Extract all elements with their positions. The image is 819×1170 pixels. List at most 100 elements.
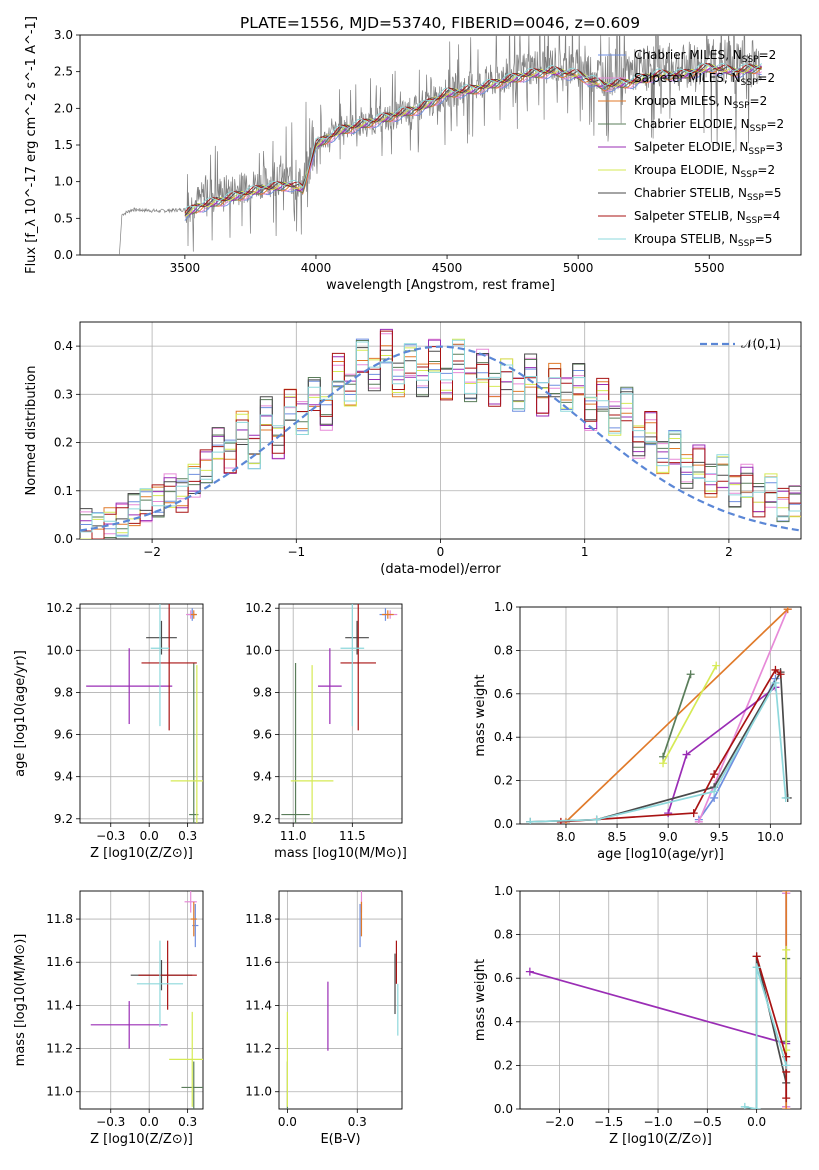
weight-marker bbox=[782, 945, 791, 954]
y-axis-label: mass weight bbox=[473, 959, 488, 1041]
weight-line bbox=[744, 967, 788, 1109]
panel-mass-vs-EBV: 0.0 0.3 11.0 11.2 11.4 11.6 11.8 E(B-V) bbox=[245, 890, 403, 1147]
weight-marker bbox=[556, 817, 565, 824]
weight-marker bbox=[771, 665, 780, 674]
y-tick-label: 0.0 bbox=[54, 532, 73, 546]
axes-frame bbox=[79, 603, 204, 824]
panel-mass-weight-vs-age: 8.0 8.5 9.0 9.5 10.0 0.0 0.2 0.4 0.6 0.8 1.0 age [l… bbox=[473, 600, 802, 862]
axes-frame bbox=[278, 890, 403, 1110]
legend-value: =4 bbox=[763, 209, 781, 223]
y-tick-label: 11.0 bbox=[245, 1085, 272, 1099]
panel-mass-weight-vs-Z: −2.0 −1.5 −1.0 −0.5 0.0 0.0 0.2 0.4 0.6 0.8 1.0 Z [… bbox=[473, 884, 802, 1147]
x-axis-label: Z [log10(Z/Z⊙)] bbox=[90, 846, 193, 861]
weight-marker bbox=[740, 1102, 749, 1109]
legend-value: =3 bbox=[765, 140, 783, 154]
weight-marker bbox=[689, 809, 698, 818]
errorbar-point bbox=[340, 604, 376, 731]
legend-subscript: SSP bbox=[741, 78, 758, 88]
weight-marker bbox=[752, 1105, 761, 1109]
x-tick-label: −1.0 bbox=[643, 1115, 672, 1129]
errorbar-point bbox=[184, 891, 197, 913]
y-tick-label: 9.6 bbox=[253, 728, 272, 742]
y-tick-label: 0.5 bbox=[54, 211, 73, 225]
weight-marker bbox=[694, 817, 703, 824]
y-tick-label: 0.0 bbox=[54, 248, 73, 262]
x-axis-label: Z [log10(Z/Z⊙)] bbox=[90, 1132, 193, 1147]
x-tick-label: 0.3 bbox=[178, 829, 197, 843]
y-tick-label: 11.6 bbox=[46, 955, 73, 969]
y-tick-label: 0.0 bbox=[494, 1102, 513, 1116]
weight-marker bbox=[752, 963, 761, 972]
y-axis-label: Flux [f_λ 10^-17 erg cm^-2 s^-1 A^-1] bbox=[24, 16, 39, 274]
y-tick-label: 11.2 bbox=[245, 1042, 272, 1056]
y-tick-label: 0.2 bbox=[494, 1058, 513, 1072]
errorbar-point bbox=[381, 610, 394, 619]
y-tick-label: 0.0 bbox=[494, 817, 513, 831]
errorbar-point bbox=[141, 604, 197, 731]
x-tick-label: −1.5 bbox=[594, 1115, 623, 1129]
y-tick-label: 9.4 bbox=[253, 770, 272, 784]
x-tick-label: 10.0 bbox=[757, 830, 784, 844]
y-axis-label: mass [log10(M/M⊙)] bbox=[13, 934, 28, 1067]
y-tick-label: 9.2 bbox=[253, 812, 272, 826]
y-tick-label: 11.0 bbox=[46, 1085, 73, 1099]
plot-area bbox=[90, 891, 203, 1109]
plot-area bbox=[526, 607, 792, 824]
weight-marker bbox=[526, 817, 535, 824]
legend-label: Chabrier STELIB, NSSP=5 bbox=[634, 186, 782, 203]
x-tick-label: −0.5 bbox=[693, 1115, 722, 1129]
weight-marker bbox=[752, 952, 761, 961]
errorbar-point bbox=[138, 940, 197, 1010]
legend-subscript: SSP bbox=[733, 101, 750, 111]
x-tick-label: 8.0 bbox=[556, 830, 575, 844]
x-axis-label: wavelength [Angstrom, rest frame] bbox=[326, 278, 555, 293]
legend-label: 𝒩(0,1) bbox=[741, 337, 781, 351]
plot-area bbox=[525, 891, 791, 1109]
axes-frame bbox=[79, 34, 802, 256]
y-tick-label: 1.0 bbox=[494, 884, 513, 898]
errorbar-point bbox=[136, 940, 184, 1027]
x-axis-label: Z [log10(Z/Z⊙)] bbox=[609, 1132, 712, 1147]
y-tick-label: 9.8 bbox=[253, 685, 272, 699]
y-tick-label: 0.4 bbox=[494, 1015, 513, 1029]
y-tick-label: 3.0 bbox=[54, 28, 73, 42]
errorbar-point bbox=[340, 604, 365, 727]
x-tick-label: −0.3 bbox=[96, 1115, 125, 1129]
errorbar-point bbox=[150, 604, 170, 727]
y-tick-label: 0.8 bbox=[494, 928, 513, 942]
plot-area bbox=[80, 328, 801, 539]
errorbar-point bbox=[169, 1011, 203, 1107]
y-tick-label: 0.4 bbox=[54, 339, 73, 353]
x-tick-label: 0.0 bbox=[140, 1115, 159, 1129]
errorbar-point bbox=[181, 1061, 203, 1109]
weight-marker bbox=[782, 1061, 791, 1070]
plot-area bbox=[281, 604, 398, 823]
x-tick-label: −2 bbox=[143, 545, 161, 559]
y-tick-label: 0.8 bbox=[494, 643, 513, 657]
model-spectrum-line bbox=[184, 65, 762, 215]
y-tick-label: 9.8 bbox=[54, 685, 73, 699]
legend-value: =2 bbox=[759, 48, 777, 62]
x-tick-label: −0.3 bbox=[96, 829, 125, 843]
histogram-step bbox=[80, 339, 801, 538]
weight-marker bbox=[682, 750, 691, 759]
weight-marker bbox=[781, 793, 790, 802]
y-tick-label: 10.0 bbox=[245, 643, 272, 657]
x-tick-label: 3500 bbox=[170, 261, 201, 275]
errorbar-point bbox=[90, 1001, 168, 1049]
legend-value: =2 bbox=[757, 71, 775, 85]
y-tick-label: 0.4 bbox=[494, 730, 513, 744]
legend-label: Chabrier MILES, NSSP=2 bbox=[634, 48, 776, 65]
x-tick-label: −1 bbox=[287, 545, 305, 559]
x-tick-label: 4500 bbox=[432, 261, 463, 275]
weight-line bbox=[662, 674, 692, 757]
plot-area bbox=[286, 891, 399, 1109]
legend-subscript: SSP bbox=[747, 193, 764, 203]
x-axis-label: mass [log10(M/M⊙)] bbox=[274, 846, 407, 861]
legend-value: =5 bbox=[764, 186, 782, 200]
legend-subscript: SSP bbox=[738, 239, 755, 249]
weight-marker bbox=[710, 787, 719, 796]
weight-line bbox=[529, 970, 787, 1045]
x-tick-label: 8.5 bbox=[608, 830, 627, 844]
x-tick-label: 5500 bbox=[694, 261, 725, 275]
